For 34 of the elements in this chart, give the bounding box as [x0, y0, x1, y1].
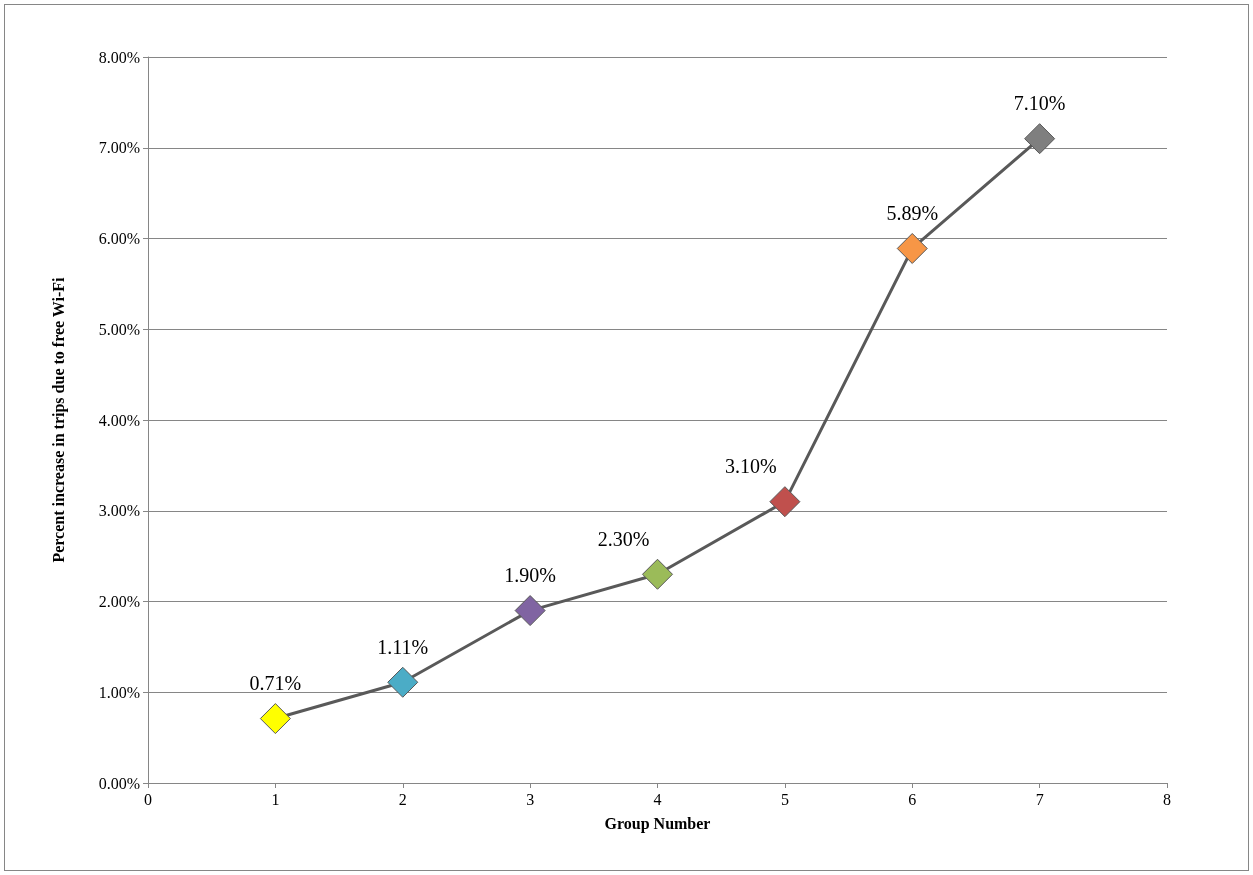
x-tick-label: 1: [271, 790, 280, 808]
point: [387, 666, 419, 698]
y-tick-label: 1.00%: [98, 683, 140, 701]
x-tick-label: 8: [1163, 790, 1171, 808]
point: [769, 486, 801, 518]
x-tick-label: 2: [398, 790, 407, 808]
y-tick-label: 0.00%: [98, 774, 140, 792]
x-tick-label: 3: [526, 790, 535, 808]
x-tick-label: 4: [653, 790, 662, 808]
y-tick-label: 6.00%: [98, 230, 140, 247]
x-tick-label: 7: [1035, 790, 1044, 808]
y-tick-label: 8.00%: [98, 48, 140, 66]
data-label: 5.89%: [886, 201, 939, 224]
point: [514, 595, 546, 627]
y-axis-title: Percent increase in trips due to free Wi-Fi: [49, 276, 68, 563]
point: [1024, 123, 1056, 155]
data-label: 2.30%: [597, 527, 650, 550]
y-tick-label: 3.00%: [98, 502, 140, 520]
y-tick-label: 4.00%: [98, 411, 140, 429]
point: [642, 558, 673, 590]
x-tick-label: 6: [908, 790, 917, 808]
data-label: 3.10%: [725, 455, 777, 478]
data-label: 1.11%: [377, 635, 429, 658]
y-tick-label: 5.00%: [98, 320, 140, 338]
point: [259, 703, 291, 735]
y-tick-label: 2.00%: [98, 593, 140, 610]
data-label: 7.10%: [1013, 92, 1066, 115]
x-axis-title: Group Number: [604, 814, 711, 833]
data-label: 0.71%: [249, 672, 302, 695]
point: [896, 232, 928, 264]
y-tick-label: 7.00%: [98, 139, 140, 157]
x-tick-label: 0: [144, 790, 152, 808]
x-tick-label: 5: [780, 790, 789, 808]
data-label: 1.90%: [504, 564, 556, 587]
